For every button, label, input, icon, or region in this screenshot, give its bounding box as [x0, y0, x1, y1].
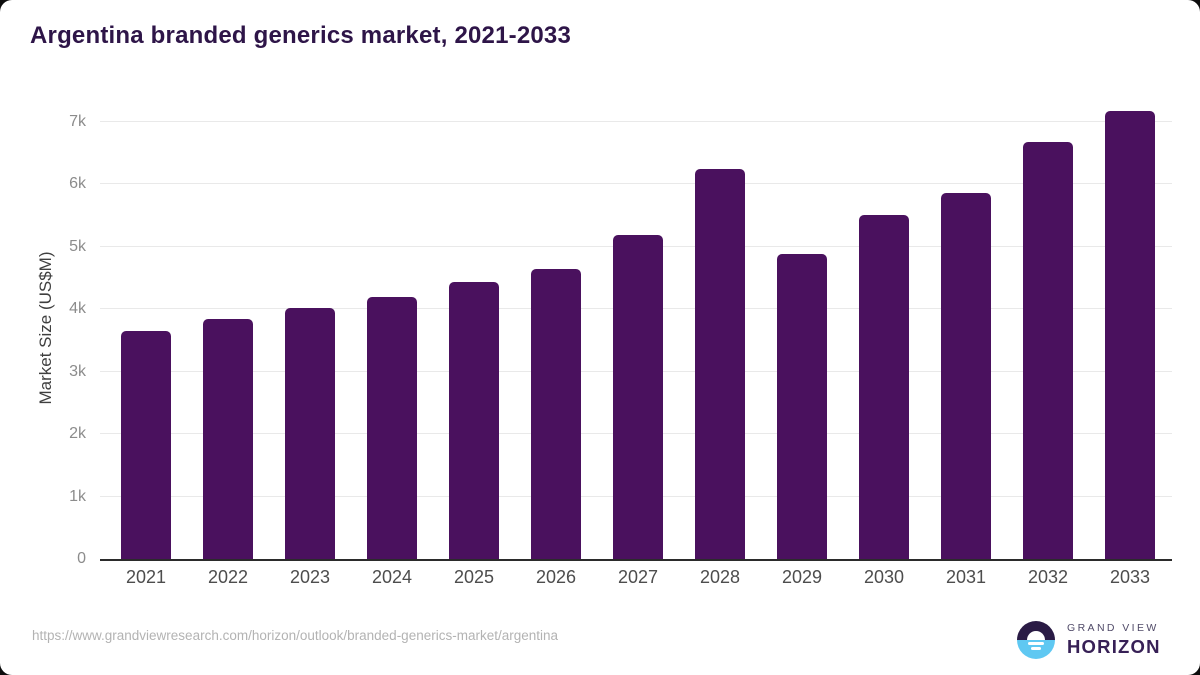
y-tick-label-3k: 3k: [69, 362, 86, 380]
y-tick-label-5k: 5k: [69, 237, 86, 255]
x-tick-label-2031: 2031: [945, 567, 987, 587]
horizon-line-1: [1028, 642, 1044, 645]
x-tick-label-2025: 2025: [453, 567, 495, 587]
y-tick-label-7k: 7k: [69, 113, 86, 131]
bar-2024: [367, 297, 417, 559]
x-tick-label-2032: 2032: [1027, 567, 1069, 587]
x-tick-label-2023: 2023: [289, 567, 331, 587]
horizon-line-2: [1031, 647, 1041, 650]
y-axis-title: Market Size (US$M): [36, 251, 55, 405]
bar-2030: [859, 215, 909, 559]
x-tick-label-2022: 2022: [207, 567, 249, 587]
bar-2028: [695, 169, 745, 559]
gridline-6k: [100, 183, 1172, 185]
x-tick-label-2029: 2029: [781, 567, 823, 587]
logo-horizon-text: HORIZON: [1067, 636, 1161, 657]
y-tick-label-4k: 4k: [69, 300, 86, 318]
x-tick-label-2024: 2024: [371, 567, 413, 587]
gridline-7k: [100, 121, 1172, 123]
grand-view-horizon-logo: GRAND VIEW HORIZON: [1017, 621, 1161, 659]
chart-title: Argentina branded generics market, 2021-…: [30, 22, 572, 49]
bar-2032: [1023, 142, 1073, 559]
x-tick-label-2030: 2030: [863, 567, 905, 587]
bar-2023: [285, 308, 335, 559]
x-tick-label-2021: 2021: [125, 567, 167, 587]
x-tick-label-2026: 2026: [535, 567, 577, 587]
bar-2022: [203, 318, 253, 559]
x-tick-label-2027: 2027: [617, 567, 659, 587]
y-tick-label-0: 0: [77, 550, 86, 567]
bar-2026: [531, 268, 581, 559]
logo-text: GRAND VIEW HORIZON: [1067, 622, 1161, 658]
bar-2021: [121, 330, 171, 559]
sun-dome-shape: [1027, 631, 1045, 640]
bar-series: [100, 98, 1172, 559]
horizon-sun-icon: [1017, 621, 1055, 659]
bar-2033: [1105, 111, 1155, 559]
x-tick-label-2028: 2028: [699, 567, 741, 587]
logo-grand-view-text: GRAND VIEW: [1067, 622, 1159, 634]
bar-2025: [449, 282, 499, 559]
plot-area: 0 1k 2k 3k 4k 5k 6k 7k: [69, 98, 1172, 567]
bar-2029: [777, 253, 827, 559]
y-tick-label-2k: 2k: [69, 425, 86, 443]
source-url: https://www.grandviewresearch.com/horizo…: [32, 628, 559, 643]
x-tick-label-2033: 2033: [1109, 567, 1151, 587]
y-tick-label-1k: 1k: [69, 487, 86, 505]
bar-2031: [941, 193, 991, 559]
bar-2027: [613, 235, 663, 559]
y-tick-label-6k: 6k: [69, 175, 86, 193]
x-axis-labels: 2021 2022 2023 2024 2025 2026 2027 2028 2029 2030…: [100, 567, 1172, 588]
